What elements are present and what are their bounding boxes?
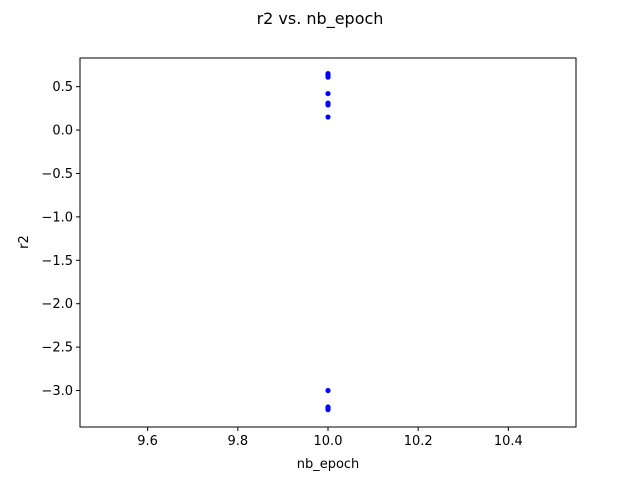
data-point (325, 90, 331, 97)
x-axis-ticks: 9.6 9.8 10.0 10.2 10.4 (137, 427, 523, 449)
y-tick-label: −2.5 (41, 341, 73, 356)
y-axis-label: r2 (17, 235, 32, 249)
data-point (325, 102, 331, 108)
x-tick-label: 10.0 (314, 434, 343, 449)
y-tick-label: −3.0 (41, 384, 73, 399)
data-points (325, 71, 331, 413)
y-tick-label: −1.0 (41, 210, 73, 225)
plot-frame (79, 57, 577, 428)
y-tick-label: 0.0 (52, 124, 73, 139)
y-axis-ticks: 0.5 0.0 −0.5 −1.0 −1.5 −2.0 −2.5 −3.0 (41, 80, 80, 399)
data-point (325, 114, 331, 120)
x-tick-label: 10.4 (494, 434, 523, 449)
data-point (325, 387, 331, 394)
data-point (325, 74, 331, 80)
x-tick-label: 9.6 (137, 434, 158, 449)
chart-title: r2 vs. nb_epoch (257, 9, 384, 29)
y-tick-label: 0.5 (52, 80, 73, 95)
x-axis-label: nb_epoch (297, 457, 360, 472)
y-tick-label: −1.5 (41, 254, 73, 269)
y-tick-label: −2.0 (41, 297, 73, 312)
y-tick-label: −0.5 (41, 167, 73, 182)
x-tick-label: 9.8 (227, 434, 248, 449)
data-point (325, 407, 331, 413)
x-tick-label: 10.2 (404, 434, 433, 449)
